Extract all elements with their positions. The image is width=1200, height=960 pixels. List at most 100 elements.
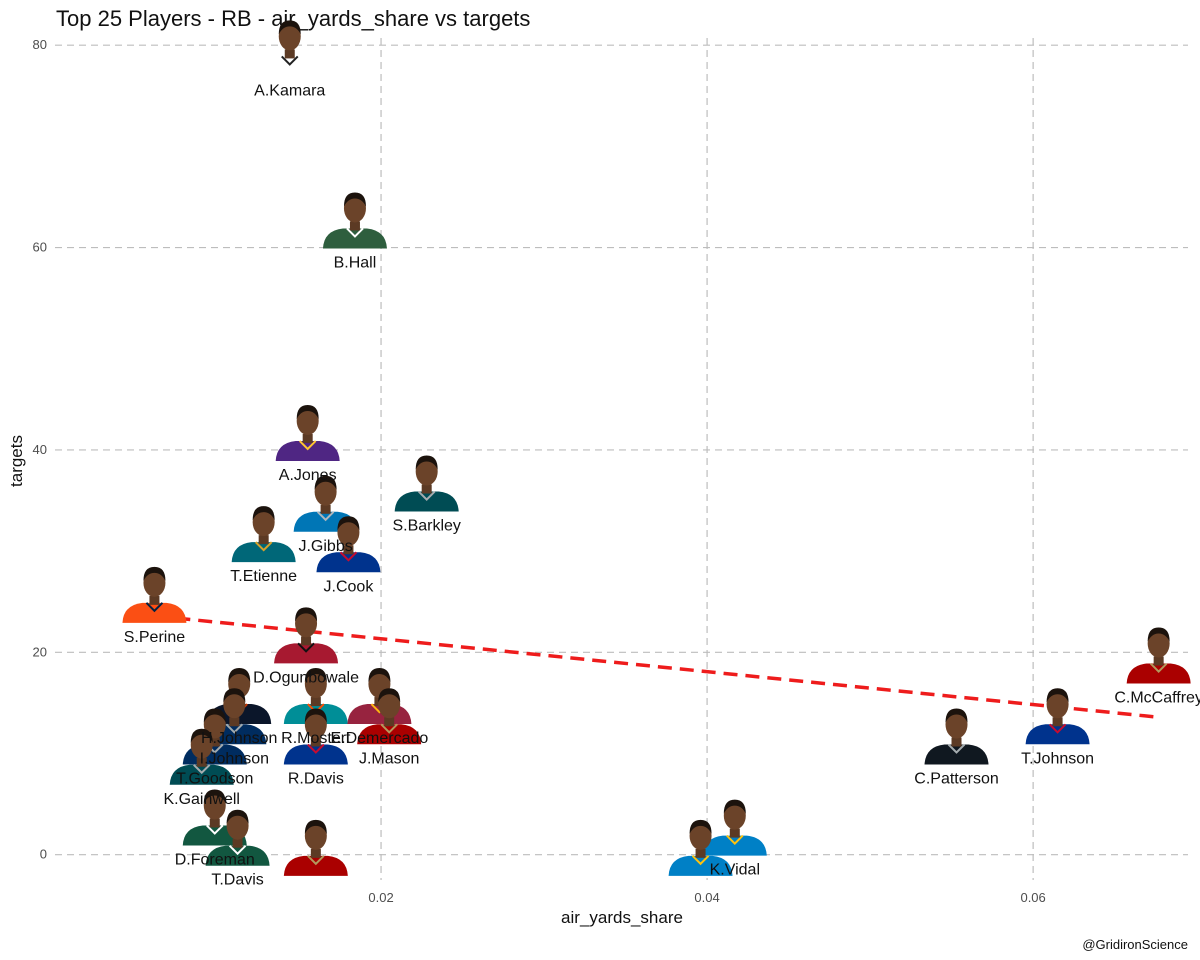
head-shape (689, 821, 712, 850)
hair-shape (226, 809, 249, 824)
hair-shape (304, 708, 327, 723)
hair-shape (304, 819, 327, 834)
jersey-shape (924, 744, 989, 765)
player-label: D.Ogunbowale (253, 669, 359, 686)
head-shape (1046, 690, 1069, 719)
player-label: R.Davis (288, 771, 344, 788)
player-label: A.Kamara (254, 82, 325, 99)
player-point (357, 688, 422, 745)
trendline (154, 614, 1158, 719)
player-points (122, 20, 1191, 876)
neck-shape (349, 221, 360, 231)
hair-shape (689, 819, 712, 834)
jersey-shape (257, 56, 322, 77)
player-label: S.Barkley (392, 518, 460, 535)
player-point (924, 708, 989, 765)
player-point (394, 455, 459, 512)
jersey-shape (668, 855, 733, 876)
player-labels: A.Kamara B.Hall A.Jones S.Barkley J.Gibbs J.C… (124, 82, 1200, 888)
player-label: T.Johnson (1021, 750, 1094, 767)
neck-shape (951, 737, 962, 747)
neck-shape (320, 504, 331, 514)
jersey-shape (702, 835, 767, 856)
player-label: A.Jones (279, 467, 337, 484)
head-shape (314, 477, 337, 506)
x-tick-label: 0.06 (1020, 890, 1045, 905)
hair-shape (223, 688, 246, 703)
player-label: H.Johnson (201, 730, 278, 747)
player-label: I.Johnson (200, 750, 269, 767)
jersey-collar (316, 511, 335, 522)
y-tick-label: 0 (40, 847, 47, 862)
head-shape (304, 710, 327, 739)
neck-shape (232, 838, 243, 848)
head-shape (226, 811, 249, 840)
head-shape (296, 406, 319, 435)
hair-shape (228, 668, 251, 683)
jersey-collar (298, 440, 317, 451)
x-tick-label: 0.04 (694, 890, 719, 905)
player-point (283, 668, 348, 725)
jersey-collar (1048, 723, 1067, 734)
neck-shape (310, 848, 321, 858)
neck-shape (729, 828, 740, 838)
neck-shape (384, 717, 395, 727)
hair-shape (252, 506, 275, 521)
player-point (1025, 688, 1090, 745)
hair-shape (304, 668, 327, 683)
player-label: K.Vidal (710, 862, 760, 879)
jersey-shape (274, 643, 339, 664)
jersey-collar (380, 723, 398, 734)
jersey-collar (193, 764, 211, 775)
player-point (169, 728, 234, 785)
neck-shape (301, 636, 312, 646)
neck-shape (302, 433, 313, 443)
neck-shape (209, 737, 220, 747)
head-shape (415, 457, 438, 486)
jersey-collar (225, 723, 244, 734)
jersey-shape (322, 228, 387, 249)
axis-ticks: 0 20 40 60 80 0.02 0.04 0.06 (33, 37, 1046, 905)
jersey-collar (297, 642, 315, 653)
hair-shape (190, 728, 213, 743)
y-tick-label: 60 (33, 240, 47, 255)
head-shape (203, 791, 226, 820)
hair-shape (343, 192, 366, 207)
neck-shape (149, 595, 160, 605)
player-label: K.Gainwell (163, 791, 239, 808)
attribution-caption: @GridironScience (1082, 937, 1188, 952)
player-label: J.Mason (359, 750, 419, 767)
jersey-shape (231, 542, 296, 563)
player-point (316, 516, 381, 573)
jersey-shape (283, 855, 348, 876)
jersey-collar (346, 227, 364, 238)
player-point (702, 799, 767, 856)
head-shape (143, 568, 166, 597)
hair-shape (415, 455, 438, 470)
hair-shape (337, 516, 360, 531)
jersey-collar (228, 844, 247, 856)
neck-shape (421, 484, 432, 494)
neck-shape (695, 848, 706, 858)
player-point (283, 708, 348, 765)
jersey-collar (206, 824, 224, 835)
jersey-shape (394, 491, 459, 512)
hair-shape (278, 20, 301, 35)
jersey-collar (417, 490, 436, 501)
player-point (205, 809, 270, 866)
head-shape (723, 801, 746, 830)
jersey-shape (275, 440, 340, 461)
head-shape (252, 508, 275, 537)
hair-shape (1046, 688, 1069, 703)
player-label: D.Foreman (175, 851, 255, 868)
jersey-shape (1025, 724, 1090, 745)
player-label: E.Demercado (330, 730, 428, 747)
head-shape (337, 518, 360, 547)
y-tick-label: 40 (33, 442, 47, 457)
player-label: J.Cook (324, 578, 375, 595)
jersey-collar (947, 743, 966, 754)
neck-shape (209, 818, 220, 828)
player-label: C.McCaffrey (1114, 690, 1200, 707)
jersey-collar (307, 743, 325, 754)
